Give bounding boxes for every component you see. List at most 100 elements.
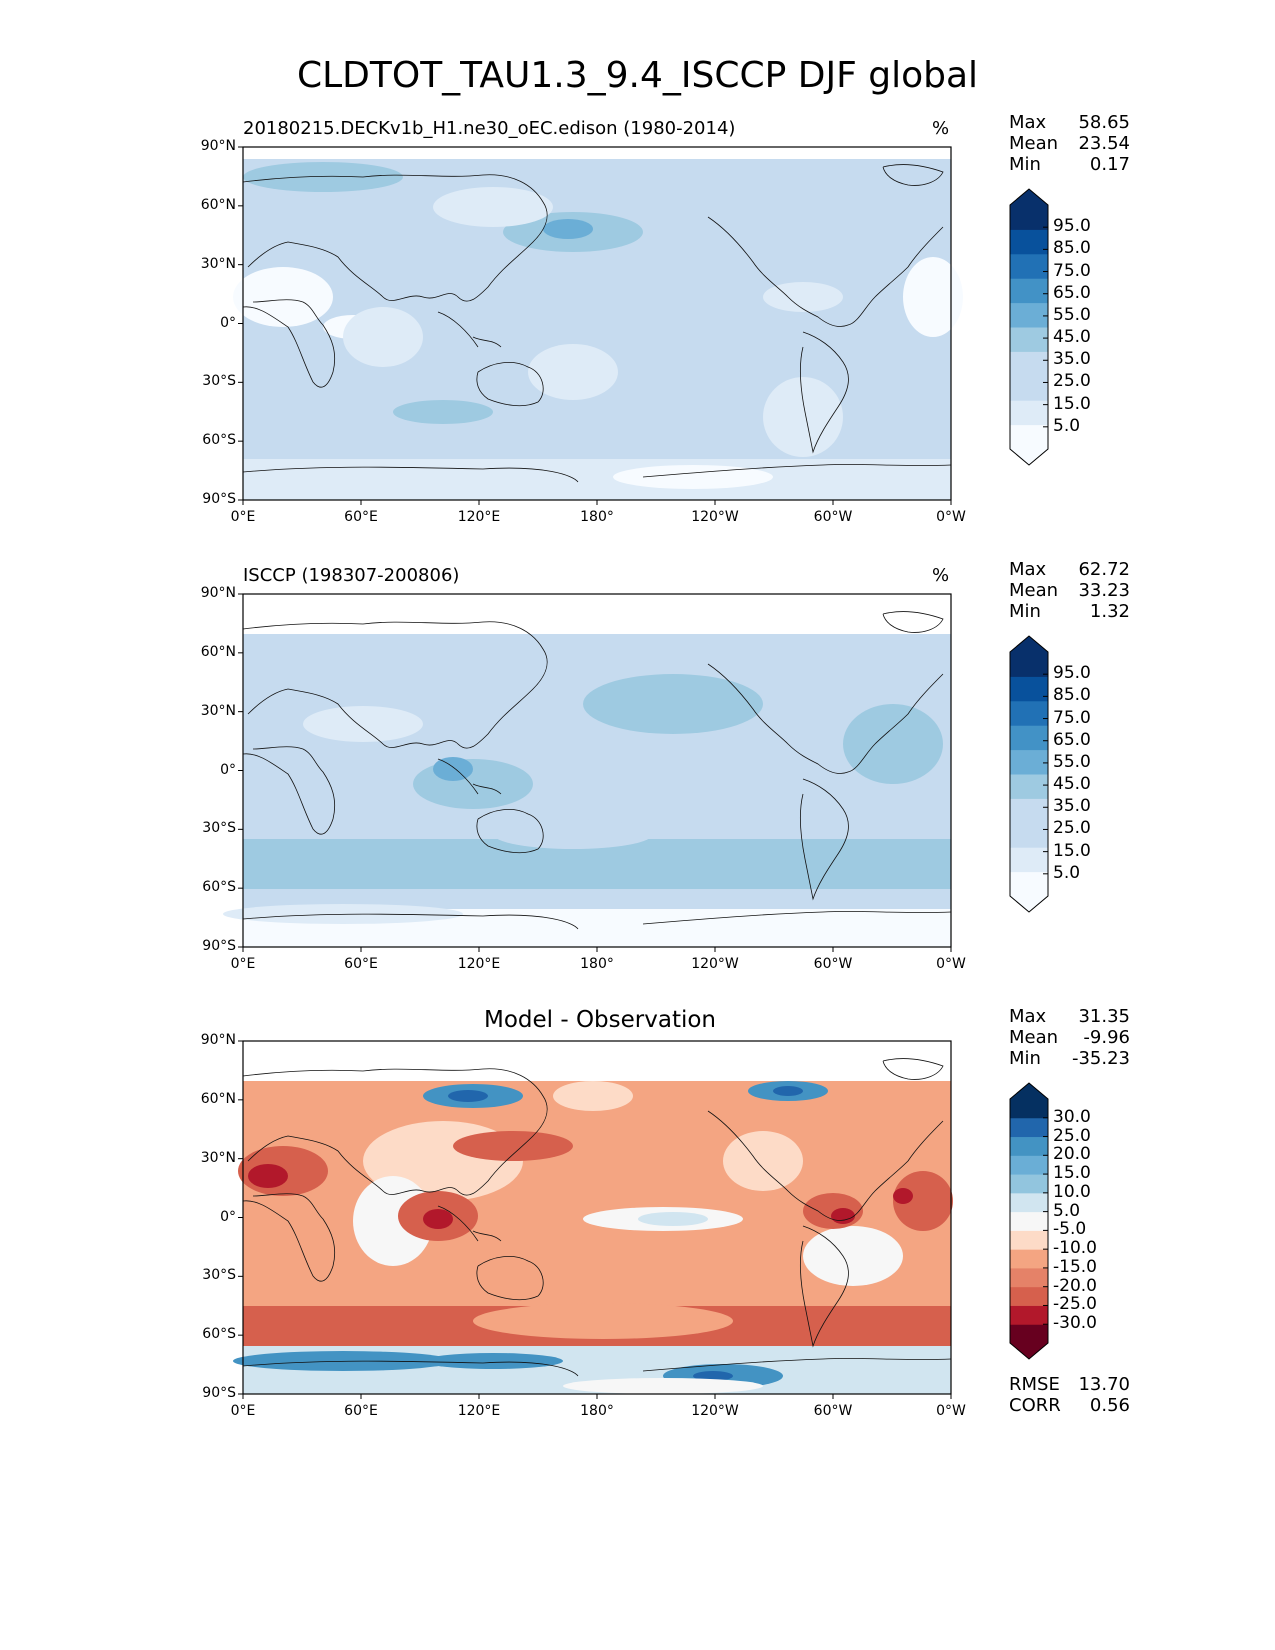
colorbar-tick-label: 95.0 — [1053, 216, 1091, 237]
coastline — [707, 216, 944, 327]
stat-value: 33.23 — [1078, 580, 1130, 601]
tick-marks — [238, 1040, 952, 1399]
colorbar-tick-label: -10.0 — [1053, 1238, 1097, 1259]
colorbar-tick-label: 20.0 — [1053, 1144, 1091, 1165]
coastline — [242, 621, 548, 749]
panel2-coastlines — [242, 611, 952, 930]
stat-value: 13.70 — [1078, 1374, 1130, 1395]
x-tick-label: 60°W — [813, 956, 853, 972]
panel2-title: ISCCP (198307-200806) — [243, 565, 460, 586]
stat-value: 0.56 — [1089, 1395, 1130, 1416]
x-tick-label: 0°E — [230, 956, 256, 972]
tick-marks — [238, 593, 952, 952]
y-tick-label: 90°N — [200, 138, 236, 154]
y-tick-label: 60°S — [202, 879, 236, 896]
colorbar-tick-label: -25.0 — [1053, 1294, 1097, 1315]
stat-label: Mean — [1009, 580, 1059, 601]
panel1-unit: % — [932, 118, 950, 139]
y-tick-label: 60°N — [200, 643, 236, 660]
stat-value: 23.54 — [1078, 133, 1130, 154]
x-tick-label: 0°W — [936, 956, 966, 972]
y-tick-label: 90°N — [200, 1032, 236, 1048]
panel3-coastlines — [242, 1058, 952, 1377]
coastline — [437, 1205, 502, 1242]
colorbar-tick-label: 75.0 — [1053, 707, 1091, 728]
x-tick-label: 0°W — [936, 1403, 966, 1419]
y-tick-label: 60°S — [202, 432, 236, 449]
stat-label: Max — [1009, 1006, 1047, 1027]
coastline — [242, 746, 336, 835]
y-tick-label: 30°N — [200, 255, 236, 272]
colorbar-panel3 — [1009, 1082, 1049, 1360]
coastline — [800, 331, 849, 454]
colorbar-tick-label: 45.0 — [1053, 327, 1091, 348]
colorbar-panel1 — [1009, 188, 1049, 466]
stat-value: 1.32 — [1089, 601, 1130, 622]
tick-marks — [238, 146, 952, 505]
stat-value: 0.17 — [1089, 154, 1130, 175]
y-tick-label: 60°N — [200, 196, 236, 213]
colorbar-tick-label: 35.0 — [1053, 349, 1091, 370]
panel2-fields — [223, 674, 951, 947]
x-tick-label: 60°E — [344, 509, 378, 525]
x-tick-label: 60°W — [813, 1403, 853, 1419]
x-tick-label: 120°W — [691, 509, 739, 525]
y-tick-label: 90°S — [202, 1385, 236, 1401]
y-tick-label: 60°N — [200, 1090, 236, 1107]
y-tick-label: 0° — [220, 1208, 236, 1225]
coastline — [242, 174, 548, 302]
y-tick-label: 30°N — [200, 702, 236, 719]
colorbar-tick-label: 95.0 — [1053, 663, 1091, 684]
coastline — [800, 1225, 849, 1348]
coastline — [882, 1058, 944, 1080]
panel1-fields — [233, 162, 963, 500]
coastline — [242, 464, 952, 483]
stat-label: CORR — [1009, 1395, 1061, 1416]
coastline — [882, 164, 944, 186]
stat-label: Mean — [1009, 1027, 1059, 1048]
y-tick-label: 60°S — [202, 1326, 236, 1343]
x-tick-label: 120°W — [691, 956, 739, 972]
x-tick-label: 120°E — [457, 1403, 501, 1419]
colorbar-tick-label: 15.0 — [1053, 393, 1091, 414]
colorbar-tick-label: 65.0 — [1053, 282, 1091, 303]
coastline — [882, 611, 944, 633]
y-tick-label: 90°S — [202, 938, 236, 954]
y-tick-label: 30°N — [200, 1149, 236, 1166]
colorbar-tick-label: 5.0 — [1053, 415, 1081, 436]
y-tick-label: 0° — [220, 761, 236, 778]
stat-label: Mean — [1009, 133, 1059, 154]
coastline — [707, 663, 944, 774]
panel3-fields — [233, 1081, 953, 1394]
stat-label: Min — [1009, 1048, 1041, 1069]
y-tick-label: 90°N — [200, 585, 236, 601]
coastline — [476, 362, 544, 407]
colorbar-tick-label: 15.0 — [1053, 1163, 1091, 1184]
colorbar-tick-label: 55.0 — [1053, 304, 1091, 325]
panel3-map — [233, 1040, 953, 1395]
x-tick-label: 180° — [580, 1403, 614, 1419]
colorbar-tick-label: 55.0 — [1053, 751, 1091, 772]
colorbar-tick-label: -5.0 — [1053, 1219, 1087, 1240]
coastline — [242, 1193, 336, 1282]
coastline — [242, 911, 952, 930]
coastline — [242, 299, 336, 388]
stat-label: Max — [1009, 112, 1047, 133]
y-tick-label: 30°S — [202, 1267, 236, 1284]
stat-value: -35.23 — [1071, 1048, 1130, 1069]
colorbar-tick-label: -20.0 — [1053, 1275, 1097, 1296]
coastline — [707, 1110, 944, 1221]
figure-title: CLDTOT_TAU1.3_9.4_ISCCP DJF global — [296, 55, 979, 96]
colorbar-tick-label: 25.0 — [1053, 818, 1091, 839]
y-tick-label: 90°S — [202, 491, 236, 507]
colorbar-tick-label: 25.0 — [1053, 371, 1091, 392]
colorbar-tick-label: 5.0 — [1053, 1200, 1081, 1221]
x-tick-label: 120°W — [691, 1403, 739, 1419]
colorbar-panel2 — [1009, 635, 1049, 913]
x-tick-label: 60°W — [813, 509, 853, 525]
colorbar-tick-label: 75.0 — [1053, 260, 1091, 281]
colorbar-tick-label: 25.0 — [1053, 1125, 1091, 1146]
panel3-title: Model - Observation — [483, 1007, 717, 1033]
coastline — [242, 1358, 952, 1377]
colorbar-tick-label: 30.0 — [1053, 1106, 1091, 1127]
